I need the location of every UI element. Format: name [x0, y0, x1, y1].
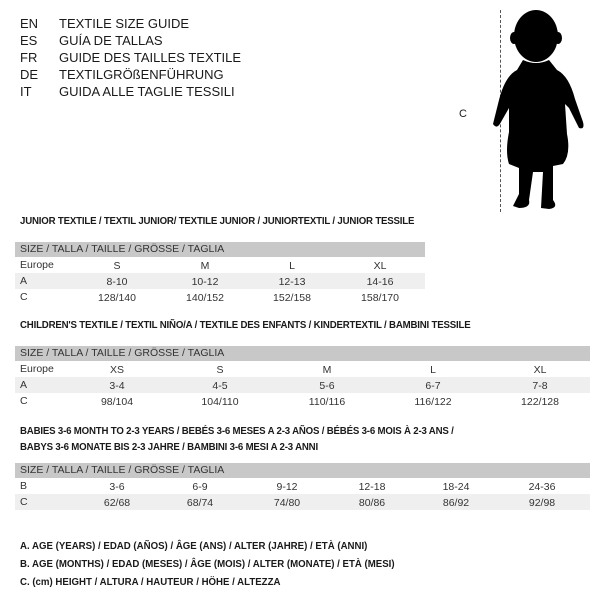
- row-label: C: [20, 291, 28, 303]
- legend-item: A. AGE (YEARS) / EDAD (AÑOS) / ÂGE (ANS)…: [20, 540, 368, 552]
- table-cell: 6-9: [192, 481, 208, 493]
- table-cell: 3-6: [109, 481, 125, 493]
- table-cell: 3-4: [109, 380, 125, 392]
- language-code: EN: [20, 16, 39, 31]
- table-cell: 10-12: [191, 276, 219, 288]
- table-row: A 3-4 4-5 5-6 6-7 7-8: [15, 377, 590, 393]
- table-cell: 92/98: [528, 497, 556, 509]
- language-title-it: IT GUIDA ALLE TAGLIE TESSILI: [20, 83, 235, 100]
- table-title-line2: BABYS 3-6 MONATE BIS 2-3 JAHRE / BAMBINI…: [20, 441, 318, 453]
- table-cell: L: [289, 260, 295, 272]
- table-cell: 110/116: [308, 396, 346, 408]
- table-row: A 8-10 10-12 12-13 14-16: [15, 273, 425, 289]
- table-cell: M: [322, 364, 332, 376]
- table-cell: 158/170: [361, 292, 399, 304]
- row-label: Europe: [20, 363, 54, 375]
- language-title-de: DE TEXTILGRÖßENFÜHRUNG: [20, 66, 224, 83]
- table-cell: 152/158: [273, 292, 311, 304]
- table-cell: 62/68: [103, 497, 131, 509]
- table-header: SIZE / TALLA / TAILLE / GRÖSSE / TAGLIA: [15, 242, 425, 257]
- table-cell: 4-5: [212, 380, 228, 392]
- table-cell: S: [113, 260, 121, 272]
- table-cell: 12-13: [278, 276, 306, 288]
- table-cell: 140/152: [186, 292, 224, 304]
- language-text: GUIDE DES TAILLES TEXTILE: [59, 50, 242, 65]
- legend-item: B. AGE (MONTHS) / EDAD (MESES) / ÂGE (MO…: [20, 558, 395, 570]
- table-row: C 128/140 140/152 152/158 158/170: [15, 289, 425, 305]
- table-cell: 18-24: [442, 481, 470, 493]
- language-text: GUÍA DE TALLAS: [59, 33, 163, 48]
- language-text: GUIDA ALLE TAGLIE TESSILI: [59, 84, 235, 99]
- table-cell: 8-10: [106, 276, 128, 288]
- table-cell: 6-7: [425, 380, 441, 392]
- table-cell: 128/140: [98, 292, 136, 304]
- language-code: ES: [20, 33, 38, 48]
- table-cell: XL: [533, 364, 547, 376]
- table-header: SIZE / TALLA / TAILLE / GRÖSSE / TAGLIA: [15, 346, 590, 361]
- table-cell: 74/80: [273, 497, 301, 509]
- table-cell: 5-6: [319, 380, 335, 392]
- table-cell: 104/110: [201, 396, 239, 408]
- table-cell: XS: [109, 364, 125, 376]
- table-row: Europe XS S M L XL: [15, 361, 590, 377]
- table-cell: M: [200, 260, 210, 272]
- row-label: A: [20, 379, 28, 391]
- table-cell: 98/104: [100, 396, 134, 408]
- table-cell: 68/74: [186, 497, 214, 509]
- row-label: Europe: [20, 259, 54, 271]
- table-cell: S: [216, 364, 224, 376]
- row-label: A: [20, 275, 28, 287]
- table-header: SIZE / TALLA / TAILLE / GRÖSSE / TAGLIA: [15, 463, 590, 478]
- table-cell: 7-8: [532, 380, 548, 392]
- language-text: TEXTILGRÖßENFÜHRUNG: [59, 67, 224, 82]
- table-cell: 9-12: [276, 481, 298, 493]
- language-code: IT: [20, 84, 32, 99]
- language-code: FR: [20, 50, 38, 65]
- size-table: SIZE / TALLA / TAILLE / GRÖSSE / TAGLIA E…: [15, 346, 590, 409]
- table-cell: 80/86: [358, 497, 386, 509]
- table-cell: 86/92: [442, 497, 470, 509]
- table-title: JUNIOR TEXTILE / TEXTIL JUNIOR/ TEXTILE …: [20, 215, 415, 227]
- table-row: C 98/104 104/110 110/116 116/122 122/128: [15, 393, 590, 409]
- table-cell: XL: [373, 260, 387, 272]
- row-label: B: [20, 480, 28, 492]
- table-title: BABIES 3-6 MONTH TO 2-3 YEARS / BEBÉS 3-…: [20, 425, 454, 437]
- height-label: C: [459, 108, 467, 120]
- row-label: C: [20, 496, 28, 508]
- size-table: SIZE / TALLA / TAILLE / GRÖSSE / TAGLIA B…: [15, 463, 590, 510]
- table-cell: L: [430, 364, 436, 376]
- table-row: Europe S M L XL: [15, 257, 425, 273]
- table-cell: 122/128: [521, 396, 559, 408]
- table-cell: 24-36: [528, 481, 556, 493]
- table-cell: 116/122: [414, 396, 452, 408]
- legend-item: C. (cm) HEIGHT / ALTURA / HAUTEUR / HÖHE…: [20, 576, 281, 588]
- language-title-en: EN TEXTILE SIZE GUIDE: [20, 15, 189, 32]
- child-figure: C: [455, 4, 600, 214]
- table-cell: 12-18: [358, 481, 386, 493]
- child-silhouette-icon: [493, 10, 584, 209]
- size-table: SIZE / TALLA / TAILLE / GRÖSSE / TAGLIA E…: [15, 242, 425, 305]
- row-label: C: [20, 395, 28, 407]
- table-row: C 62/68 68/74 74/80 80/86 86/92 92/98: [15, 494, 590, 510]
- language-code: DE: [20, 67, 39, 82]
- table-row: B 3-6 6-9 9-12 12-18 18-24 24-36: [15, 478, 590, 494]
- language-text: TEXTILE SIZE GUIDE: [59, 16, 190, 31]
- language-title-fr: FR GUIDE DES TAILLES TEXTILE: [20, 49, 241, 66]
- table-title: CHILDREN'S TEXTILE / TEXTIL NIÑO/A / TEX…: [20, 319, 471, 331]
- table-cell: 14-16: [366, 276, 394, 288]
- language-title-es: ES GUÍA DE TALLAS: [20, 32, 163, 49]
